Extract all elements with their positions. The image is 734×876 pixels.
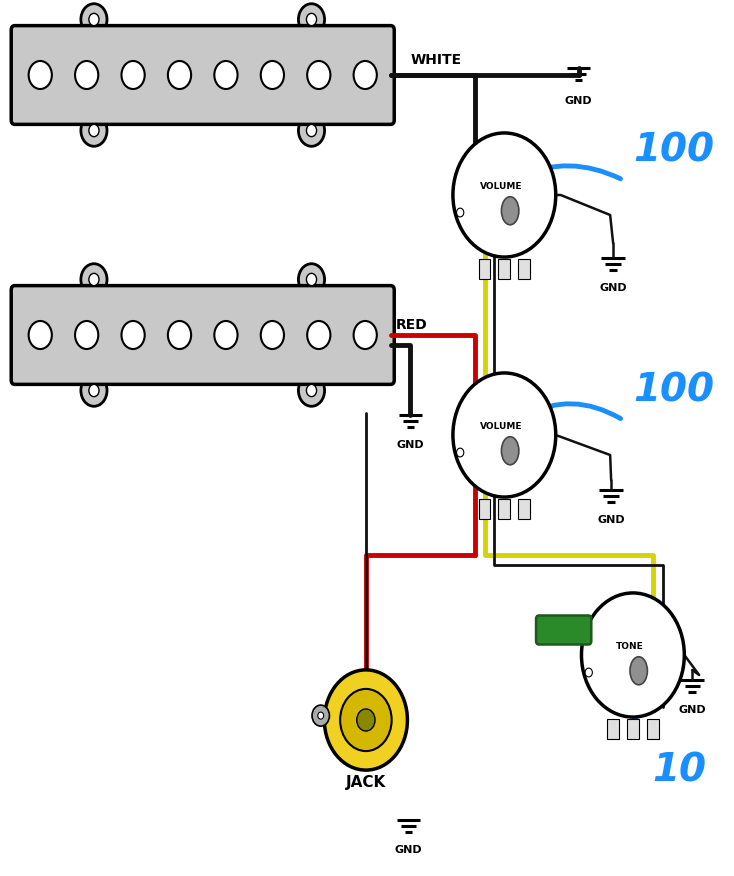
- Circle shape: [306, 385, 316, 397]
- Circle shape: [214, 321, 238, 349]
- Circle shape: [299, 375, 324, 406]
- FancyBboxPatch shape: [11, 25, 394, 124]
- Circle shape: [168, 321, 191, 349]
- Circle shape: [340, 689, 392, 751]
- Circle shape: [306, 124, 316, 137]
- Circle shape: [306, 13, 316, 25]
- Circle shape: [75, 61, 98, 89]
- Bar: [479, 498, 490, 519]
- FancyBboxPatch shape: [536, 616, 592, 645]
- Text: 100: 100: [633, 131, 714, 169]
- Circle shape: [318, 712, 324, 719]
- Text: GND: GND: [599, 283, 627, 293]
- Circle shape: [453, 133, 556, 257]
- Circle shape: [81, 264, 107, 295]
- Circle shape: [306, 273, 316, 286]
- Circle shape: [75, 321, 98, 349]
- Circle shape: [214, 61, 238, 89]
- Circle shape: [357, 709, 375, 731]
- Text: RED: RED: [396, 318, 427, 332]
- Text: WHITE: WHITE: [410, 53, 462, 67]
- Circle shape: [307, 321, 330, 349]
- Circle shape: [81, 4, 107, 35]
- Circle shape: [121, 321, 145, 349]
- Circle shape: [121, 61, 145, 89]
- Text: VOLUME: VOLUME: [479, 181, 522, 191]
- FancyBboxPatch shape: [11, 286, 394, 385]
- Bar: [647, 719, 658, 738]
- Bar: [479, 258, 490, 279]
- Bar: [627, 719, 639, 738]
- Circle shape: [299, 264, 324, 295]
- Circle shape: [89, 13, 99, 25]
- Text: GND: GND: [395, 845, 422, 855]
- Circle shape: [585, 668, 592, 677]
- Bar: [607, 719, 619, 738]
- Circle shape: [312, 705, 330, 726]
- Circle shape: [89, 273, 99, 286]
- Circle shape: [299, 4, 324, 35]
- Text: 10: 10: [653, 751, 707, 789]
- Circle shape: [324, 670, 407, 770]
- Circle shape: [299, 115, 324, 146]
- Circle shape: [89, 124, 99, 137]
- Circle shape: [261, 61, 284, 89]
- Ellipse shape: [630, 657, 647, 685]
- Circle shape: [453, 373, 556, 497]
- Circle shape: [29, 61, 52, 89]
- Text: TONE: TONE: [615, 642, 643, 651]
- Circle shape: [354, 61, 377, 89]
- Bar: [518, 498, 530, 519]
- Ellipse shape: [501, 197, 519, 225]
- Bar: [518, 258, 530, 279]
- Text: GND: GND: [597, 515, 625, 525]
- Text: 100: 100: [633, 371, 714, 409]
- Text: VOLUME: VOLUME: [479, 421, 522, 431]
- Bar: [498, 258, 510, 279]
- Text: GND: GND: [396, 440, 424, 450]
- Circle shape: [168, 61, 191, 89]
- Circle shape: [307, 61, 330, 89]
- Circle shape: [457, 449, 464, 457]
- Ellipse shape: [501, 437, 519, 465]
- Text: GND: GND: [564, 96, 592, 106]
- Text: JACK: JACK: [346, 775, 386, 790]
- Circle shape: [81, 375, 107, 406]
- Circle shape: [81, 115, 107, 146]
- Circle shape: [89, 385, 99, 397]
- Circle shape: [261, 321, 284, 349]
- Circle shape: [581, 593, 684, 717]
- Circle shape: [457, 208, 464, 217]
- Bar: [498, 498, 510, 519]
- Circle shape: [354, 321, 377, 349]
- Circle shape: [29, 321, 52, 349]
- Text: GND: GND: [678, 705, 706, 715]
